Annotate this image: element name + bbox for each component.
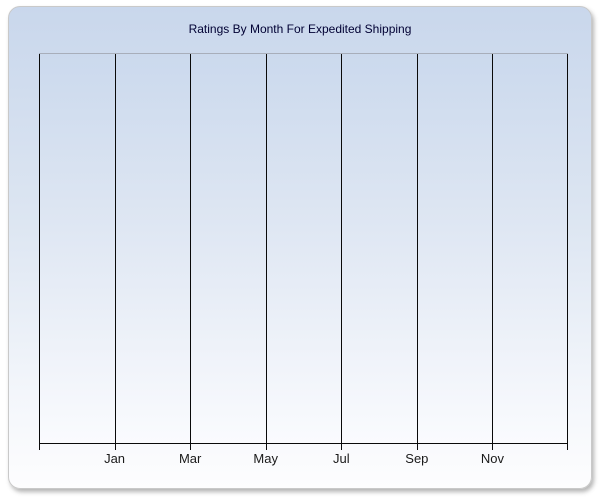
chart-title: Ratings By Month For Expedited Shipping: [188, 22, 412, 36]
gridline: [567, 54, 568, 443]
x-axis-tick: [39, 444, 40, 450]
x-axis-tick-label: Sep: [405, 451, 429, 466]
x-axis-tick: [567, 444, 568, 450]
x-axis-tick-label: Nov: [480, 451, 504, 466]
x-axis-tick-row: Jan Mar May Jul Sep Nov: [39, 444, 568, 474]
x-axis-tick: [416, 444, 418, 450]
gridline: [416, 54, 418, 443]
plot-area: [39, 53, 568, 444]
gridline: [341, 54, 343, 443]
x-axis-tick-label: May: [253, 451, 278, 466]
x-axis-tick: [114, 444, 116, 450]
chart-panel: Ratings By Month For Expedited Shipping …: [8, 6, 592, 489]
x-axis-tick: [190, 444, 192, 450]
x-axis-tick-label: Mar: [178, 451, 202, 466]
y-axis-line: [39, 54, 40, 443]
gridline: [114, 54, 116, 443]
gridline: [265, 54, 267, 443]
gridline: [492, 54, 494, 443]
x-axis-tick: [265, 444, 267, 450]
x-axis-tick-label: Jan: [104, 451, 126, 466]
gridline: [190, 54, 192, 443]
x-axis-tick-label: Jul: [332, 451, 350, 466]
x-axis-tick: [341, 444, 343, 450]
x-axis-tick: [492, 444, 494, 450]
